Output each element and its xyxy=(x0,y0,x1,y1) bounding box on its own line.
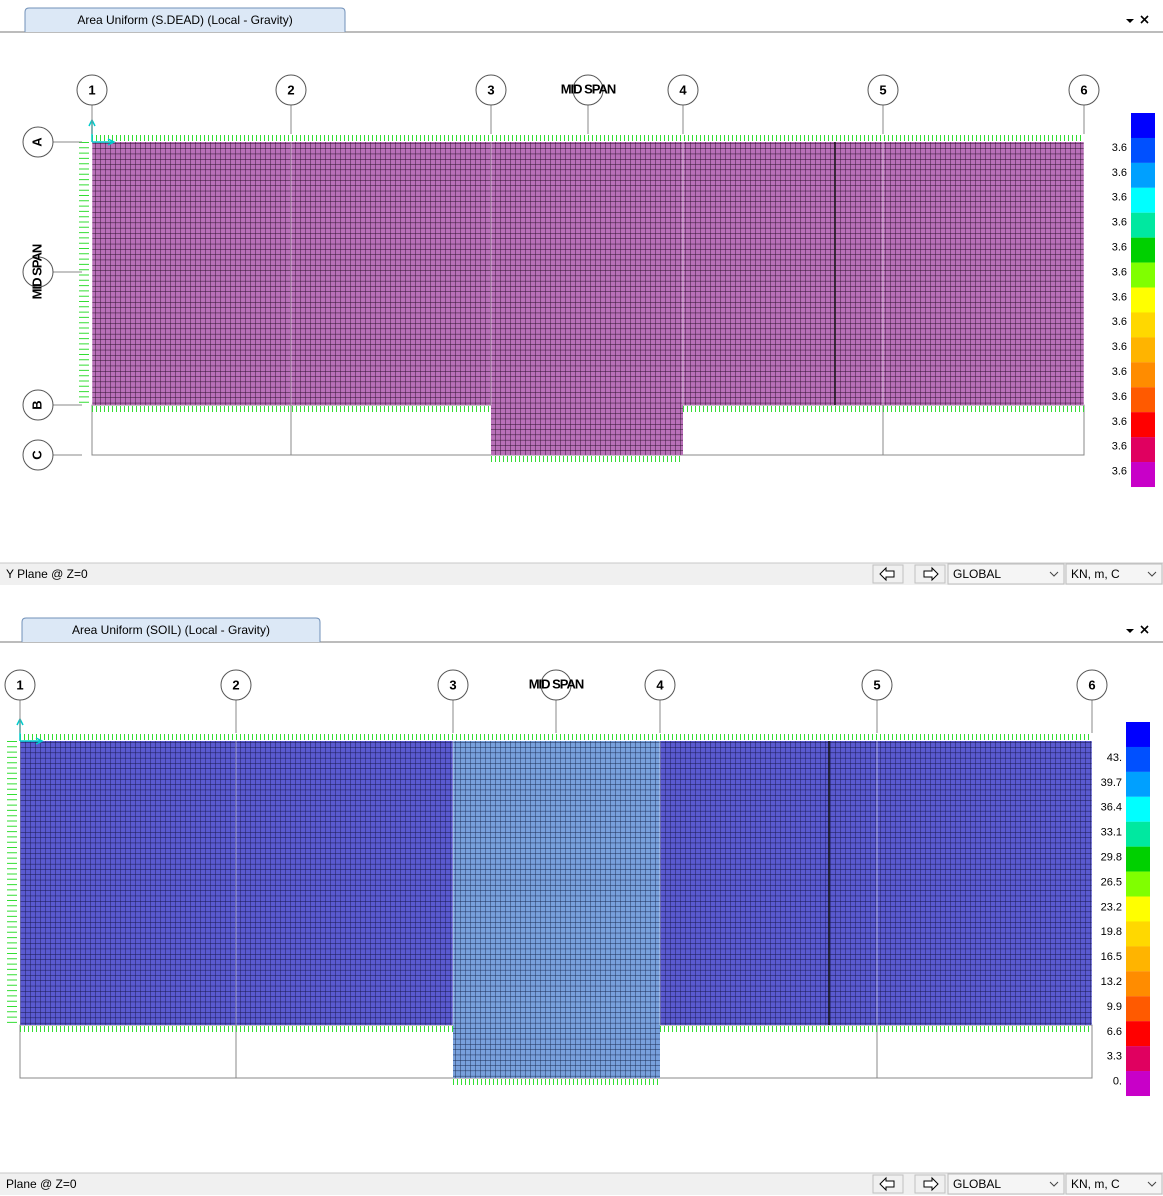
grid-label: 1 xyxy=(88,82,95,97)
legend-swatch xyxy=(1126,822,1150,847)
grid-label: 4 xyxy=(656,677,664,692)
legend-swatch xyxy=(1126,847,1150,872)
grid-label: 3 xyxy=(449,677,456,692)
legend-label: 39.7 xyxy=(1101,777,1122,789)
legend-swatch xyxy=(1131,387,1155,412)
tab-title[interactable]: Area Uniform (SOIL) (Local - Gravity) xyxy=(72,623,270,637)
legend-label: 3.6 xyxy=(1112,341,1127,353)
legend-label: 3.6 xyxy=(1112,242,1127,254)
coord-system[interactable]: GLOBAL xyxy=(953,567,1001,581)
grid-label: 2 xyxy=(287,82,294,97)
legend-swatch xyxy=(1131,312,1155,337)
legend-swatch xyxy=(1126,946,1150,971)
legend-swatch xyxy=(1131,238,1155,263)
legend-swatch xyxy=(1126,722,1150,747)
legend-swatch xyxy=(1131,362,1155,387)
legend-label: 3.6 xyxy=(1112,142,1127,154)
legend-label: 3.6 xyxy=(1112,291,1127,303)
legend-label: 26.5 xyxy=(1101,876,1122,888)
grid-label: 6 xyxy=(1088,677,1095,692)
legend-swatch xyxy=(1126,921,1150,946)
side-label: MID SPAN xyxy=(29,244,44,299)
grid-label: A xyxy=(29,137,44,147)
status-text: Y Plane @ Z=0 xyxy=(6,567,88,581)
legend-label: 16.5 xyxy=(1101,951,1122,963)
grid-label: 5 xyxy=(879,82,886,97)
legend-swatch xyxy=(1131,412,1155,437)
legend-label: 3.3 xyxy=(1107,1051,1122,1063)
legend-swatch xyxy=(1131,437,1155,462)
legend-swatch xyxy=(1131,462,1155,487)
coord-system[interactable]: GLOBAL xyxy=(953,1177,1001,1191)
mid-span-label: MID SPAN xyxy=(529,676,584,691)
legend-label: 19.8 xyxy=(1101,926,1122,938)
legend-label: 6.6 xyxy=(1107,1026,1122,1038)
legend-swatch xyxy=(1131,138,1155,163)
legend-swatch xyxy=(1126,1071,1150,1096)
legend-label: 36.4 xyxy=(1101,802,1122,814)
grid-label: 2 xyxy=(232,677,239,692)
screen: Area Uniform (S.DEAD) (Local - Gravity) 1… xyxy=(0,0,1163,1196)
legend-label: 3.6 xyxy=(1112,441,1127,453)
legend-label: 43. xyxy=(1107,752,1122,764)
legend-swatch xyxy=(1126,1021,1150,1046)
legend-swatch xyxy=(1126,996,1150,1021)
close-icon[interactable] xyxy=(1141,16,1148,23)
close-icon[interactable] xyxy=(1141,626,1148,633)
legend-swatch xyxy=(1126,797,1150,822)
legend-swatch xyxy=(1131,163,1155,188)
units[interactable]: KN, m, C xyxy=(1071,567,1120,581)
legend-label: 3.6 xyxy=(1112,391,1127,403)
grid-label: 4 xyxy=(679,82,687,97)
legend-swatch xyxy=(1126,971,1150,996)
legend-label: 0. xyxy=(1113,1076,1122,1088)
legend-swatch xyxy=(1126,1046,1150,1071)
legend-label: 3.6 xyxy=(1112,366,1127,378)
dropdown-icon[interactable] xyxy=(1126,19,1134,23)
legend-label: 3.6 xyxy=(1112,466,1127,478)
legend-label: 13.2 xyxy=(1101,976,1122,988)
legend-label: 3.6 xyxy=(1112,217,1127,229)
legend-label: 33.1 xyxy=(1101,827,1122,839)
legend-label: 29.8 xyxy=(1101,852,1122,864)
mesh xyxy=(453,741,660,1078)
mid-span-label: MID SPAN xyxy=(561,81,616,96)
legend-swatch xyxy=(1126,772,1150,797)
legend-label: 3.6 xyxy=(1112,416,1127,428)
axis-origin xyxy=(17,719,42,744)
legend-label: 3.6 xyxy=(1112,266,1127,278)
legend-label: 9.9 xyxy=(1107,1001,1122,1013)
legend-label: 23.2 xyxy=(1101,901,1122,913)
tab-title[interactable]: Area Uniform (S.DEAD) (Local - Gravity) xyxy=(77,13,292,27)
legend-swatch xyxy=(1131,188,1155,213)
grid-label: 6 xyxy=(1080,82,1087,97)
units[interactable]: KN, m, C xyxy=(1071,1177,1120,1191)
legend-swatch xyxy=(1131,263,1155,288)
legend-swatch xyxy=(1131,337,1155,362)
legend-label: 3.6 xyxy=(1112,167,1127,179)
axis-origin xyxy=(89,120,114,145)
grid-label: C xyxy=(29,450,44,460)
grid-label: 1 xyxy=(16,677,23,692)
grid-label: B xyxy=(29,400,44,409)
dropdown-icon[interactable] xyxy=(1126,629,1134,633)
status-text: Plane @ Z=0 xyxy=(6,1177,77,1191)
grid-label: 3 xyxy=(487,82,494,97)
mesh xyxy=(491,142,683,455)
legend-label: 3.6 xyxy=(1112,192,1127,204)
grid-label: 5 xyxy=(873,677,880,692)
legend-swatch xyxy=(1131,288,1155,313)
legend-swatch xyxy=(1126,872,1150,897)
legend-swatch xyxy=(1126,897,1150,922)
legend-label: 3.6 xyxy=(1112,316,1127,328)
legend-swatch xyxy=(1126,747,1150,772)
legend-swatch xyxy=(1131,113,1155,138)
legend-swatch xyxy=(1131,213,1155,238)
